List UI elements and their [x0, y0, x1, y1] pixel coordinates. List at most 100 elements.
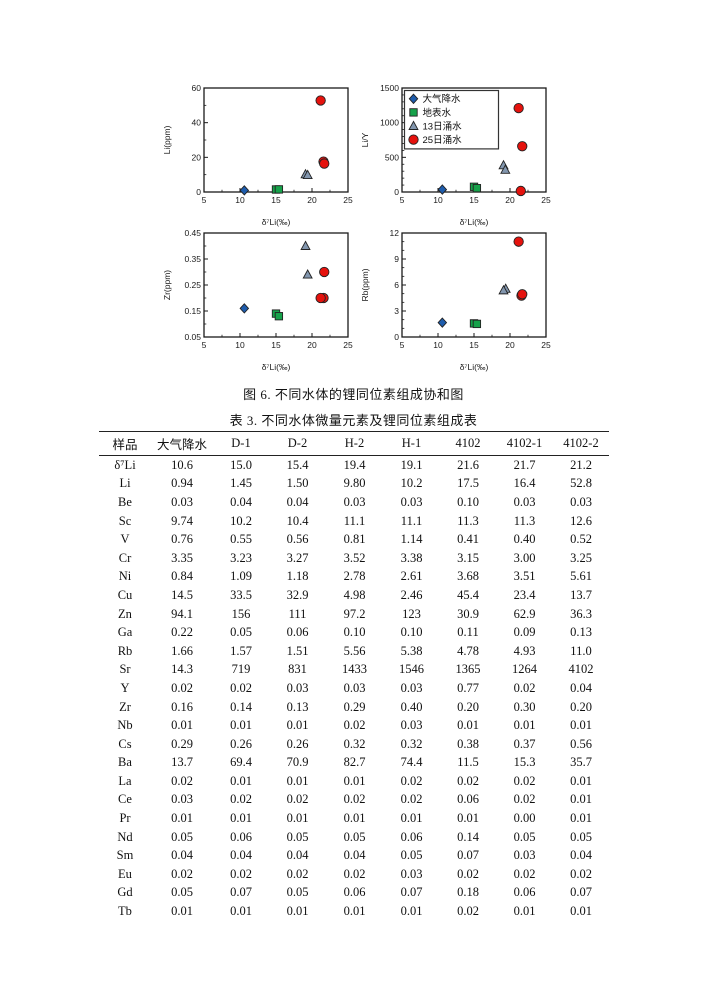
table-cell: 3.52 — [343, 550, 366, 565]
table-cell: 13.7 — [570, 587, 592, 602]
table-cell: 0.03 — [570, 494, 592, 509]
table-cell: 3.00 — [513, 550, 536, 565]
row-label: Sr — [119, 662, 131, 677]
y-axis-label: Li(ppm) — [162, 125, 172, 154]
table-cell: 0.20 — [570, 699, 592, 714]
x-tick-label: 25 — [343, 340, 353, 350]
table-cell: 0.41 — [457, 532, 479, 547]
table-cell: 0.04 — [230, 494, 252, 509]
row-label: Tb — [118, 904, 132, 919]
table-cell: 0.03 — [343, 680, 366, 695]
table-cell: 0.01 — [343, 773, 366, 788]
table-header: 样品 大气降水 D-1 D-2 H-2 H-1 4102 4102-1 4102-2 — [99, 431, 609, 456]
table-cell: 1.45 — [230, 476, 252, 491]
table-cell: 0.14 — [457, 829, 479, 844]
x-tick-label: 15 — [469, 340, 479, 350]
table-row: Zr 0.16 0.14 0.13 0.29 0.40 0.20 0.30 0.20 — [99, 698, 609, 717]
table-cell: 0.06 — [286, 625, 309, 640]
scatter-plot-li-y-ratio-vs-d7li: 5 10 15 20 25 0 500 1000 1500 δ⁷Li(‰) Li/Y 大气降水地表水1… — [360, 83, 551, 227]
data-point-marker — [408, 120, 419, 130]
x-tick-label: 5 — [400, 195, 405, 205]
legend-item-label: 13日涌水 — [423, 120, 463, 132]
table-row: Sr 14.3 719 831 1433 1546 1365 1264 4102 — [99, 661, 609, 680]
series-circle — [315, 266, 330, 304]
x-tick-label: 15 — [271, 195, 281, 205]
table-cell: 0.02 — [286, 866, 309, 881]
table-cell: 1.09 — [230, 569, 252, 584]
table-cell: 15.4 — [286, 457, 309, 472]
table-cell: 3.51 — [513, 569, 536, 584]
table-cell: 0.05 — [171, 829, 193, 844]
table-cell: 74.4 — [400, 755, 423, 770]
table-cell: 0.01 — [513, 718, 536, 733]
data-point-marker — [437, 184, 448, 195]
table-cell: 0.02 — [171, 866, 193, 881]
series-square — [271, 309, 284, 321]
table-cell: 0.05 — [343, 829, 366, 844]
table-cell: 0.05 — [171, 885, 193, 900]
y-tick-label: 0.15 — [184, 306, 201, 316]
table-cell: 0.29 — [171, 736, 193, 751]
legend-item-label: 大气降水 — [423, 93, 462, 105]
table-cell: 4.98 — [343, 587, 366, 602]
table-cell: 2.61 — [400, 569, 423, 584]
row-label: Li — [119, 476, 131, 491]
series-square — [271, 185, 284, 194]
table-cell: 2.46 — [400, 587, 423, 602]
y-axis-label: Rb(ppm) — [360, 268, 370, 301]
y-tick-label: 0.45 — [184, 228, 201, 238]
table-cell: 0.02 — [343, 866, 366, 881]
data-point-marker — [500, 164, 511, 174]
legend-item-label: 地表水 — [423, 107, 452, 119]
table-cell: 0.02 — [513, 680, 536, 695]
row-label: Y — [120, 680, 130, 695]
table-cell: 0.01 — [230, 718, 252, 733]
row-label: Be — [118, 494, 132, 509]
table-cell: 5.61 — [570, 569, 592, 584]
x-tick-label: 5 — [202, 195, 207, 205]
row-label: Sc — [118, 513, 132, 528]
table-cell: 97.2 — [343, 606, 366, 621]
x-tick-label: 15 — [271, 340, 281, 350]
table-cell: 35.7 — [570, 755, 592, 770]
data-point-marker — [408, 93, 419, 105]
table-cell: 0.02 — [343, 792, 366, 807]
series-circle — [315, 95, 330, 169]
table-cell: 0.05 — [513, 829, 536, 844]
row-label: Ba — [118, 755, 132, 770]
table-cell: 21.6 — [457, 457, 479, 472]
table-cell: 0.04 — [230, 848, 252, 863]
table-cell: 0.03 — [513, 494, 536, 509]
table-cell: 0.07 — [400, 885, 423, 900]
table-cell: 11.5 — [457, 755, 479, 770]
table-cell: 0.07 — [457, 848, 479, 863]
table-cell: 9.80 — [343, 476, 366, 491]
y-tick-label: 3 — [394, 306, 399, 316]
series-square — [469, 182, 482, 193]
table-cell: 0.06 — [513, 885, 536, 900]
table-cell: 0.01 — [570, 792, 592, 807]
table-cell: 4102 — [568, 662, 594, 677]
table-cell: 0.02 — [513, 773, 536, 788]
y-tick-label: 40 — [192, 118, 202, 128]
table-cell: 0.94 — [171, 476, 193, 491]
plot-border — [203, 87, 349, 193]
figure-caption: 图 6. 不同水体的锂同位素组成协和图 — [243, 387, 464, 402]
table-row: Cs 0.29 0.26 0.26 0.32 0.32 0.38 0.37 0.56 — [99, 735, 609, 754]
table-cell: 11.1 — [400, 513, 423, 528]
x-tick-label: 20 — [505, 340, 515, 350]
table-cell: 123 — [402, 606, 421, 621]
table-cell: 0.02 — [457, 904, 479, 919]
y-tick-label: 0.25 — [184, 280, 201, 290]
table-cell: 0.56 — [286, 532, 309, 547]
table-cell: 0.01 — [570, 773, 592, 788]
data-point-marker — [239, 185, 250, 196]
table-cell: 33.5 — [230, 587, 252, 602]
table-cell: 0.16 — [171, 699, 193, 714]
chart-li-ppm: 5 10 15 20 25 0 20 40 60 δ⁷Li(‰) Li(ppm) — [158, 78, 356, 227]
table-cell: 0.52 — [570, 532, 592, 547]
table-cell: 0.01 — [230, 773, 252, 788]
table-cell: 0.02 — [286, 792, 309, 807]
data-point-marker — [515, 185, 526, 197]
